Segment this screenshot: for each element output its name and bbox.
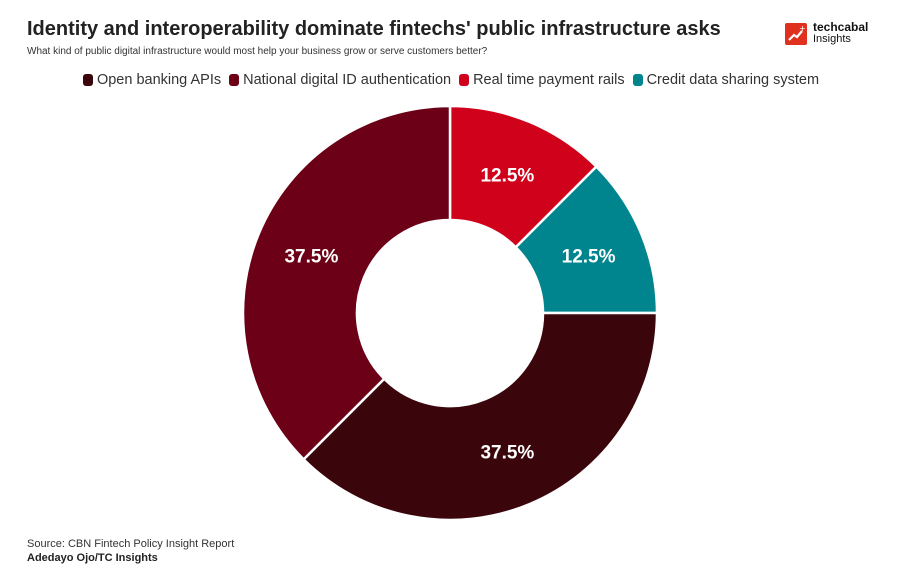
author-credit: Adedayo Ojo/TC Insights: [27, 552, 158, 564]
donut-slice: [301, 311, 659, 522]
legend-item: Real time payment rails: [459, 72, 625, 88]
data-label: 37.5%: [284, 247, 338, 268]
logo-name: techcabal: [813, 20, 869, 34]
legend-item: National digital ID authentication: [229, 72, 451, 88]
legend-label: Real time payment rails: [473, 72, 625, 88]
legend-item: Open banking APIs: [82, 72, 222, 88]
legend-swatch: [459, 74, 470, 86]
chart-title: Identity and interoperability dominate f…: [27, 18, 721, 40]
legend-item: Credit data sharing system: [632, 72, 820, 88]
logo-chart-icon: +: [785, 22, 807, 45]
legend-label: Open banking APIs: [96, 72, 222, 88]
donut-slice: [241, 104, 452, 462]
legend-swatch: [82, 74, 93, 86]
data-label: 37.5%: [480, 443, 534, 464]
legend-label: National digital ID authentication: [243, 72, 452, 88]
legend-label: Credit data sharing system: [646, 72, 820, 88]
logo-sub: Insights: [813, 33, 851, 45]
data-label: 12.5%: [480, 165, 534, 186]
data-label: 12.5%: [562, 247, 616, 268]
legend: Open banking APIs National digital ID aut…: [0, 72, 902, 88]
chart-subtitle: What kind of public digital infrastructu…: [27, 46, 488, 57]
techcabal-logo: + techcabal Insights: [785, 20, 869, 45]
svg-text:+: +: [799, 24, 806, 33]
legend-swatch: [229, 74, 240, 86]
legend-swatch: [632, 74, 643, 86]
source-note: Source: CBN Fintech Policy Insight Repor…: [27, 538, 235, 550]
